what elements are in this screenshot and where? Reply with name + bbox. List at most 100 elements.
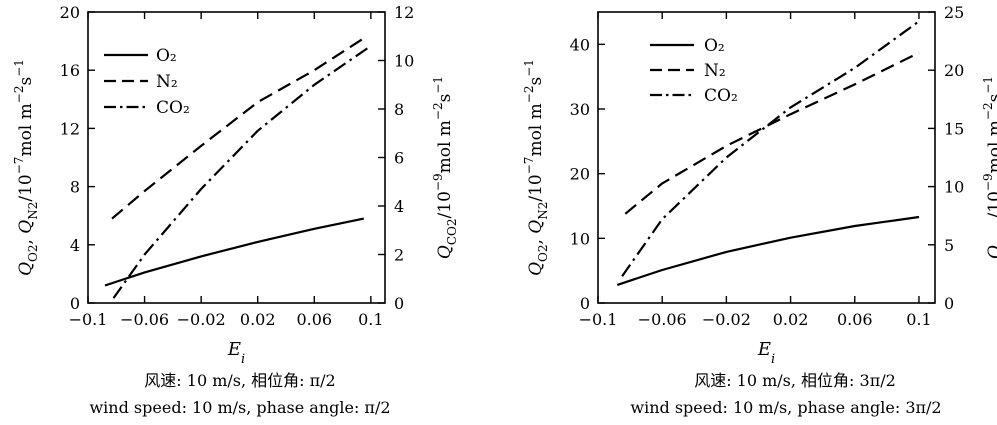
x-tick-label: 0.06 (837, 310, 873, 329)
y-tick-label-left: 20 (570, 165, 590, 184)
series-line-dashed (111, 37, 365, 220)
y-axis-label-part: /10 (16, 174, 36, 201)
legend-label: O₂ (156, 46, 177, 66)
y-tick-label-right: 5 (944, 236, 954, 255)
x-tick-label: −0.1 (69, 310, 108, 329)
y-axis-label-part: −2 (12, 86, 26, 104)
y-axis-label-part: Q (526, 220, 546, 234)
x-tick-label: −0.1 (579, 310, 618, 329)
y-tick-label-right: 10 (394, 52, 414, 71)
caption-en-left: wind speed: 10 m/s, phase angle: π/2 (89, 398, 391, 417)
x-axis-label-main: E (227, 339, 241, 360)
legend-label: CO₂ (704, 86, 738, 106)
y-axis-label-part: O (536, 252, 550, 262)
x-tick-label: 0.1 (358, 310, 383, 329)
y-tick-label-left: 20 (60, 3, 80, 22)
y-tick-label-right: 0 (394, 294, 404, 313)
y-axis-label-part: /10 (985, 191, 997, 218)
chart-panel-right: −0.1 −0.06 −0.02 0.02 0.06 0.1 0 10 20 30 40 0 5 10 15… (522, 3, 997, 367)
y-tick-label-left: 0 (580, 294, 590, 313)
series-line-dashed (624, 51, 920, 215)
y-axis-label-part: mol m (985, 120, 997, 173)
y-axis-label-part: s (435, 94, 455, 103)
chart-panel-left: −0.1 −0.06 −0.02 0.02 0.06 0.1 0 4 8 12 16 20 0 2 4 6 8 1… (12, 3, 459, 367)
y-tick-label-left: 4 (70, 236, 80, 255)
series-line-solid (104, 217, 365, 287)
y-tick-label-left: 8 (70, 178, 80, 197)
y-axis-label-part: 2 (536, 245, 550, 253)
x-tick-label: −0.06 (120, 310, 169, 329)
y-axis-label-part: −2 (431, 102, 445, 120)
y-axis-label-part: −9 (431, 173, 445, 191)
y-tick-label-right: 10 (944, 178, 964, 197)
y-tick-label-left: 0 (70, 294, 80, 313)
y-axis-label-right: QCO2/10−9mol m−2s−1 (981, 76, 997, 259)
y-axis-label-part: −1 (981, 76, 995, 94)
y-tick-label-left: 10 (570, 229, 590, 248)
y-axis-label-part: −2 (981, 102, 995, 120)
y-axis-label-part: 2 (536, 202, 550, 210)
y-axis-label-left: QO2, QN2/10−7mol m−2s−1 (12, 59, 40, 276)
caption-cn-left: 风速: 10 m/s, 相位角: π/2 (144, 371, 336, 390)
y-axis-label-part: −1 (431, 76, 445, 94)
y-axis-label-part: , (526, 234, 546, 245)
y-tick-label-right: 12 (394, 3, 414, 22)
x-tick-label: 0.1 (906, 310, 931, 329)
x-axis-label-main: E (757, 339, 771, 360)
y-axis-label-part: /10 (526, 174, 546, 201)
caption-en-right: wind speed: 10 m/s, phase angle: 3π/2 (630, 398, 942, 417)
x-axis-label: Ei (227, 339, 245, 367)
y-axis-label-part: −7 (522, 157, 536, 175)
y-tick-label-left: 40 (570, 35, 590, 54)
y-axis-label-part: −1 (12, 59, 26, 77)
legend-label: N₂ (704, 61, 726, 81)
y-tick-label-right: 4 (394, 197, 404, 216)
y-axis-label-part: s (16, 77, 36, 86)
y-tick-label-right: 20 (944, 61, 964, 80)
y-tick-label-left: 30 (570, 100, 590, 119)
y-axis-label-part: , (16, 234, 36, 245)
x-tick-label: −0.02 (177, 310, 226, 329)
y-axis-label-part: O (26, 252, 40, 262)
y-axis-label-part: Q (16, 220, 36, 234)
y-axis-label-part: −7 (12, 157, 26, 175)
y-axis-label-part: CO (445, 226, 459, 245)
x-tick-label: 0.06 (296, 310, 332, 329)
legend-label: CO₂ (156, 98, 190, 118)
x-tick-label: −0.06 (638, 310, 687, 329)
plot-frame (597, 11, 936, 304)
y-tick-label-right: 6 (394, 149, 404, 168)
y-axis-label-part: 2 (445, 218, 459, 226)
y-tick-label-left: 16 (60, 61, 80, 80)
caption-cn-right: 风速: 10 m/s, 相位角: 3π/2 (694, 371, 896, 390)
y-axis-label-right: QCO2/10−9mol m−2s−1 (431, 76, 459, 259)
x-axis-label-sub: i (241, 352, 245, 367)
y-axis-label-left: QO2, QN2/10−7mol m−2s−1 (522, 59, 550, 276)
y-axis-label-part: Q (435, 245, 455, 259)
y-axis-label-part: mol m (16, 103, 36, 156)
x-axis-label-sub: i (771, 352, 775, 367)
series-line-solid (616, 215, 920, 286)
x-tick-label: 0.02 (240, 310, 276, 329)
y-tick-label-left: 12 (60, 119, 80, 138)
y-axis-label-part: 2 (26, 202, 40, 210)
y-axis-label-part: −1 (522, 59, 536, 77)
y-axis-label-part: −9 (981, 173, 995, 191)
y-axis-label-part: mol m (526, 103, 546, 156)
y-tick-label-right: 25 (944, 3, 964, 22)
y-axis-label-part: /10 (435, 191, 455, 218)
y-axis-label-part: Q (985, 245, 997, 259)
x-tick-label: 0.02 (773, 310, 809, 329)
y-axis-label-part: 2 (995, 218, 997, 226)
y-axis-label-part: s (526, 77, 546, 86)
y-tick-label-right: 0 (944, 294, 954, 313)
y-axis-label-part: N (536, 209, 550, 220)
y-axis-label-part: −2 (522, 86, 536, 104)
series-line-dashdot (112, 44, 372, 299)
y-axis-label-part: s (985, 94, 997, 103)
y-axis-label-part: Q (16, 262, 36, 276)
y-axis-label-part: N (26, 209, 40, 220)
legend-label: N₂ (156, 72, 178, 92)
y-axis-label-part: mol m (435, 120, 455, 173)
